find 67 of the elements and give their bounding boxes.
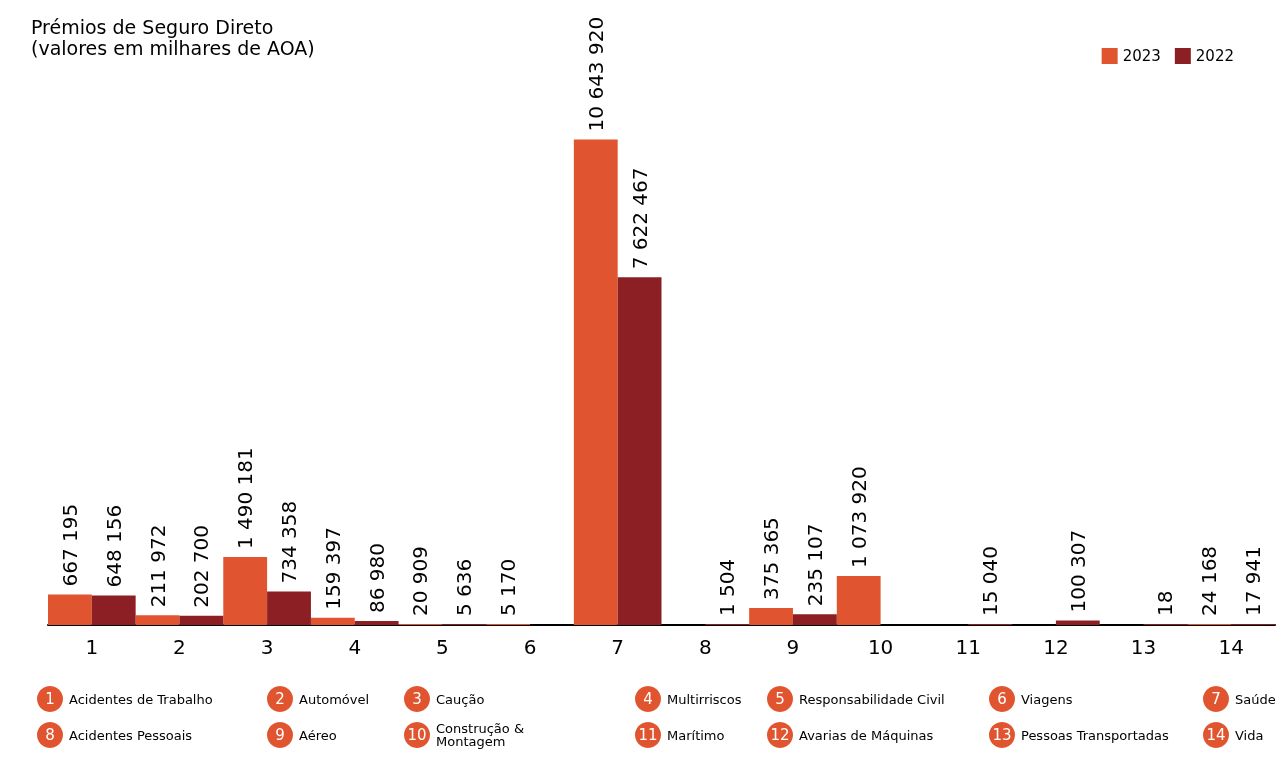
text: Viagens — [1021, 691, 1073, 707]
data-label: 5 636 — [452, 558, 477, 616]
x-tick-label: 4 — [348, 635, 362, 659]
data-label: 235 107 — [802, 523, 827, 607]
category-label: 12 — [770, 726, 790, 744]
category-label: 10 — [407, 726, 427, 744]
data-label: 86 980 — [364, 543, 389, 614]
x-tick-label: 9 — [786, 635, 800, 659]
category-label: 14 — [1206, 726, 1226, 744]
x-tick-label: 11 — [955, 635, 981, 659]
data-label: 15 040 — [978, 546, 1003, 616]
text: Pessoas Transportadas — [1021, 727, 1169, 743]
data-label: 648 156 — [101, 504, 126, 588]
category-label: 6 — [997, 690, 1007, 708]
data-label: 211 972 — [145, 524, 170, 608]
text: Construção & Montagem — [436, 721, 525, 749]
category-label: 11 — [638, 726, 658, 744]
legend-label: 2023 — [1122, 47, 1161, 65]
category-label: 3 — [412, 690, 422, 708]
category-label: 13 — [992, 726, 1012, 744]
x-tick-label: 3 — [260, 635, 274, 659]
data-label: 1 504 — [715, 558, 740, 616]
x-tick-label: 13 — [1130, 635, 1157, 659]
x-tick-label: 12 — [1043, 635, 1069, 659]
data-label: 1 490 181 — [233, 447, 258, 550]
category-label: 5 — [775, 690, 785, 708]
text: Saúde — [1235, 691, 1276, 707]
text: Responsabilidade Civil — [799, 691, 945, 707]
category-label: 7 — [1211, 690, 1221, 708]
x-tick-label: 5 — [436, 635, 449, 659]
x-tick-label: 6 — [523, 635, 537, 659]
legend-label: 2022 — [1195, 47, 1235, 65]
x-tick-label: 14 — [1218, 635, 1244, 659]
text: Acidentes Pessoais — [69, 727, 193, 743]
data-label: 18 — [1153, 590, 1178, 616]
data-label: 734 358 — [277, 500, 302, 584]
data-label: 20 909 — [408, 546, 433, 616]
category-label: 8 — [45, 726, 55, 744]
data-label: 159 397 — [320, 527, 345, 610]
text: Caução — [436, 691, 485, 707]
x-tick-label: 1 — [85, 635, 99, 659]
category-label: 9 — [275, 726, 285, 744]
data-label: 17 941 — [1241, 546, 1266, 616]
x-tick-label: 7 — [611, 635, 625, 659]
data-label: 24 168 — [1197, 545, 1222, 616]
text: Marítimo — [667, 727, 725, 743]
data-label: 100 307 — [1065, 529, 1090, 613]
text: Avarias de Máquinas — [799, 727, 934, 743]
data-label: 667 195 — [57, 503, 82, 587]
x-tick-label: 10 — [867, 635, 894, 659]
text: Multirriscos — [667, 691, 742, 707]
text: Aéreo — [299, 727, 337, 743]
data-label: 5 170 — [496, 558, 521, 616]
category-label: 2 — [275, 690, 285, 708]
data-label: 202 700 — [189, 525, 214, 608]
data-label: 375 365 — [759, 517, 784, 600]
data-label: 7 622 467 — [627, 167, 652, 270]
x-tick-label: 8 — [698, 635, 712, 659]
x-tick-label: 2 — [173, 635, 186, 659]
data-label: 1 073 920 — [846, 466, 871, 569]
text: Automóvel — [299, 691, 370, 707]
data-label: 10 643 920 — [583, 16, 608, 132]
category-label: 1 — [45, 690, 55, 708]
category-label: 4 — [643, 690, 653, 708]
text: Acidentes de Trabalho — [69, 691, 213, 707]
text: Vida — [1235, 727, 1264, 743]
chart-title: Prémios de Seguro Direto — [31, 15, 274, 38]
